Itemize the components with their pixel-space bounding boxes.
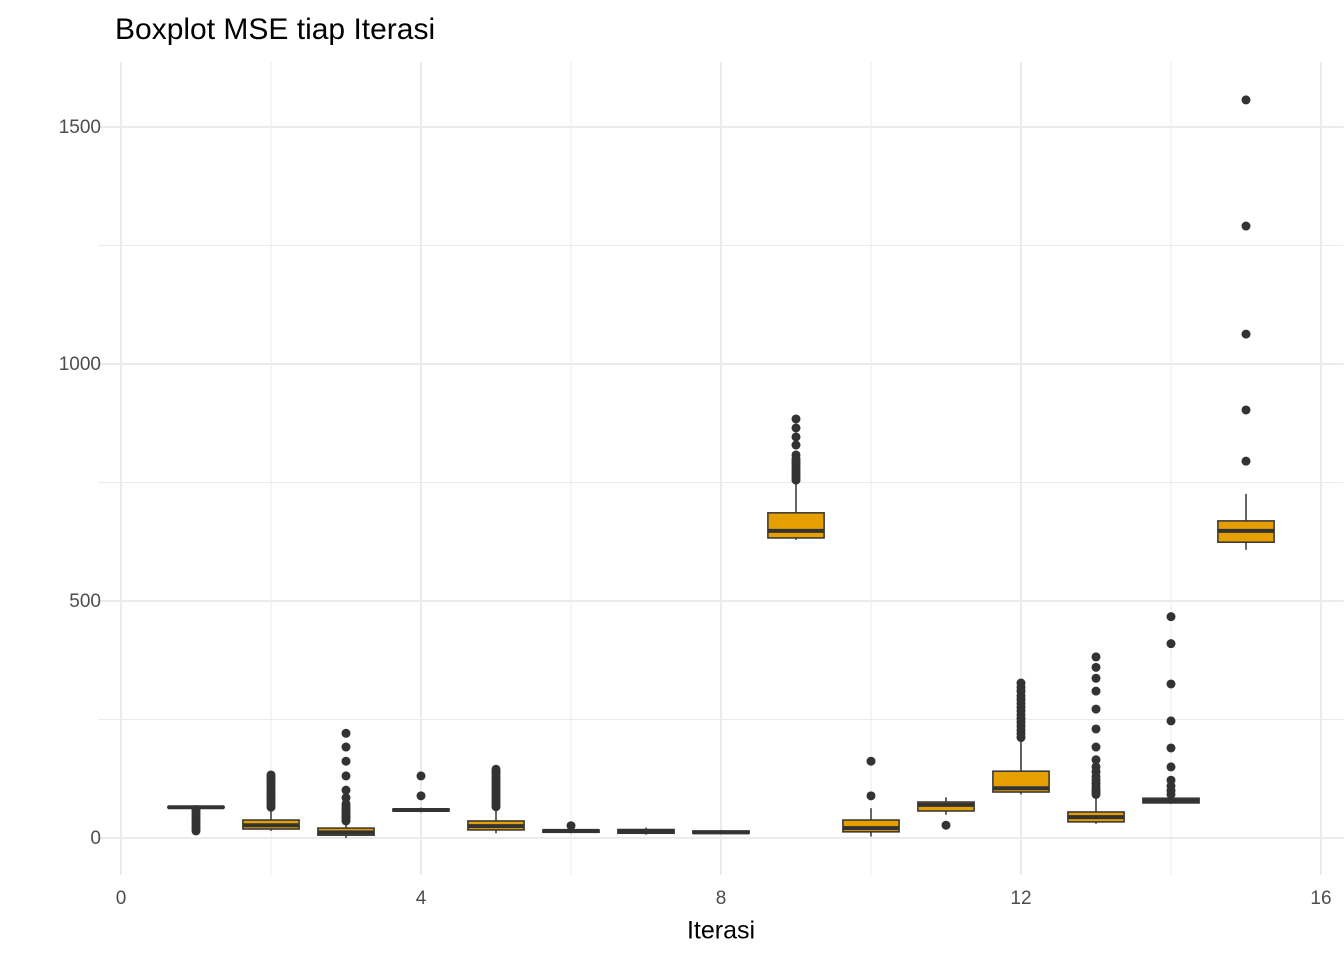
outlier — [1166, 775, 1176, 785]
outlier — [191, 805, 201, 815]
box — [842, 819, 900, 833]
outlier — [791, 450, 801, 460]
outlier — [1091, 673, 1101, 683]
x-axis-label: Iterasi — [687, 917, 755, 945]
chart-title: Boxplot MSE tiap Iterasi — [115, 13, 435, 46]
box-group — [767, 414, 825, 540]
outlier — [416, 791, 426, 801]
outlier — [566, 821, 576, 831]
outlier — [1166, 762, 1176, 772]
outlier — [341, 756, 351, 766]
box-group — [242, 770, 300, 831]
outlier — [791, 440, 801, 450]
grid — [98, 62, 1344, 875]
outlier — [1091, 724, 1101, 734]
x-tick-label: 8 — [716, 888, 727, 909]
outlier — [341, 785, 351, 795]
box-group — [392, 771, 450, 813]
box — [767, 512, 825, 539]
outlier — [416, 771, 426, 781]
outlier — [791, 414, 801, 424]
outlier — [341, 793, 351, 803]
outlier — [341, 728, 351, 738]
box-group — [617, 827, 675, 835]
box-group — [842, 756, 900, 837]
outlier — [491, 764, 501, 774]
box-group — [467, 764, 525, 834]
box-group — [1067, 652, 1125, 824]
y-tick-label: 500 — [69, 591, 101, 612]
outlier — [1091, 704, 1101, 714]
outlier — [1241, 95, 1251, 105]
outlier — [1091, 742, 1101, 752]
outlier — [1166, 679, 1176, 689]
outlier — [1241, 221, 1251, 231]
outlier — [1166, 743, 1176, 753]
outlier — [1091, 755, 1101, 765]
outlier — [1166, 716, 1176, 726]
outlier — [1016, 678, 1026, 688]
x-tick-label: 16 — [1310, 888, 1331, 909]
y-tick-label: 1500 — [59, 117, 101, 138]
outlier — [341, 742, 351, 752]
outlier — [1241, 456, 1251, 466]
box-group — [692, 829, 750, 835]
outlier — [341, 799, 351, 809]
x-tick-label: 0 — [116, 888, 127, 909]
outlier — [866, 756, 876, 766]
outlier — [1166, 639, 1176, 649]
box-group — [317, 728, 375, 839]
y-tick-label: 1000 — [59, 354, 101, 375]
outlier — [1091, 662, 1101, 672]
outlier — [1241, 405, 1251, 415]
y-tick-label: 0 — [90, 828, 101, 849]
outlier — [1091, 762, 1101, 772]
outlier — [341, 771, 351, 781]
x-tick-label: 12 — [1010, 888, 1031, 909]
box-group — [917, 797, 975, 830]
box-group — [542, 821, 600, 834]
outlier — [266, 770, 276, 780]
outlier — [791, 432, 801, 442]
box-group — [992, 678, 1050, 795]
outlier — [1166, 612, 1176, 622]
outlier — [941, 820, 951, 830]
outlier — [1241, 329, 1251, 339]
box-group — [1142, 612, 1200, 804]
box-group — [167, 805, 225, 836]
box-group — [1217, 95, 1275, 550]
plot-area — [167, 95, 1275, 839]
outlier — [866, 791, 876, 801]
outlier — [1091, 652, 1101, 662]
outlier — [791, 423, 801, 433]
x-tick-label: 4 — [416, 888, 427, 909]
outlier — [1091, 686, 1101, 696]
